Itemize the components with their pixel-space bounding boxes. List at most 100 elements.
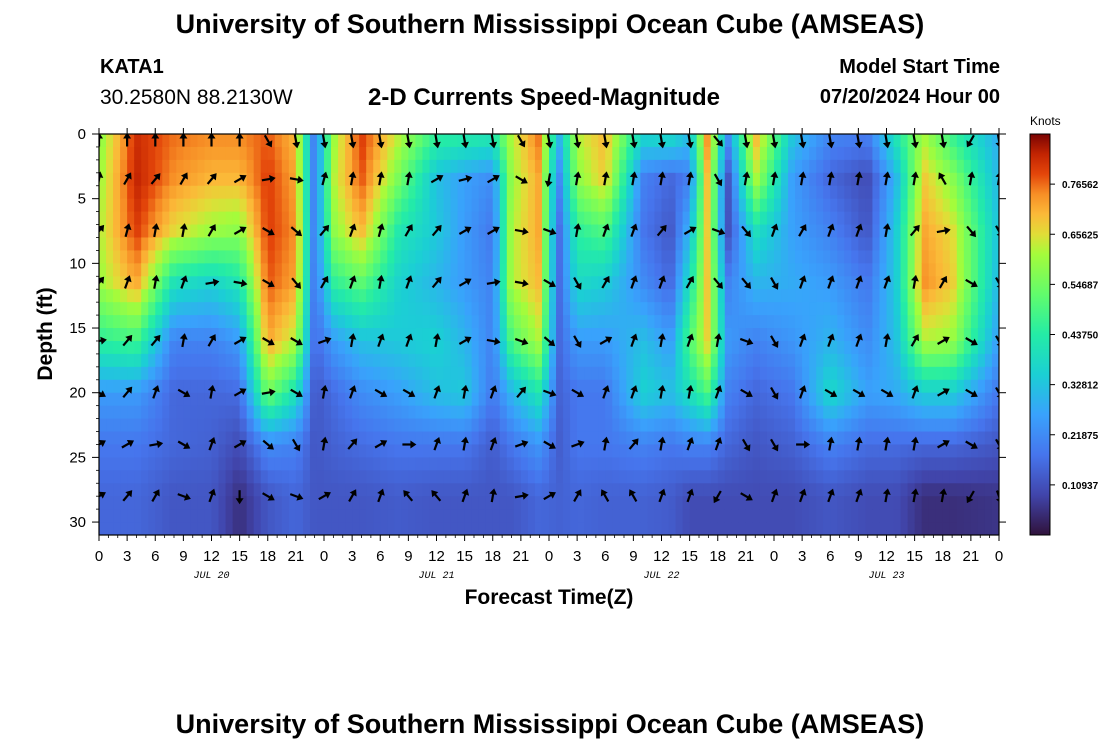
heatmap-cell <box>534 250 543 264</box>
heatmap-cell <box>837 172 845 187</box>
heatmap-cell <box>935 185 944 200</box>
heatmap-cell <box>211 289 220 303</box>
heatmap-cell <box>781 250 789 264</box>
heatmap-cell <box>120 470 128 484</box>
heatmap-cell <box>309 470 318 484</box>
heatmap-cell <box>211 134 220 148</box>
heatmap-cell <box>689 366 698 381</box>
heatmap-cell <box>626 418 634 433</box>
heatmap-cell <box>338 224 346 239</box>
heatmap-cell <box>977 172 986 187</box>
heatmap-cell <box>253 470 262 484</box>
x-tick-label: 0 <box>95 548 103 565</box>
heatmap-cell <box>387 172 395 187</box>
heatmap-cell <box>689 328 698 342</box>
heatmap-cell <box>485 496 494 510</box>
y-axis-label: Depth (ft) <box>34 287 57 380</box>
heatmap-cell <box>534 496 543 510</box>
heatmap-cell <box>499 302 508 316</box>
heatmap-cell <box>900 185 909 200</box>
heatmap-cell <box>331 340 339 355</box>
heatmap-cell <box>485 159 494 174</box>
heatmap-cell <box>408 328 417 342</box>
heatmap-cell <box>260 392 269 407</box>
heatmap-cell <box>401 302 409 316</box>
heatmap-cell <box>710 250 719 264</box>
heatmap-cell <box>204 405 213 420</box>
heatmap-cell <box>422 134 431 148</box>
heatmap-cell <box>232 328 241 342</box>
heatmap-cell <box>120 198 128 213</box>
heatmap-cell <box>584 172 592 187</box>
heatmap-cell <box>162 496 170 510</box>
current-vector-arrow <box>208 488 216 503</box>
heatmap-cell <box>900 470 909 484</box>
heatmap-cell <box>689 483 698 497</box>
heatmap-cell <box>373 328 381 342</box>
heatmap-cell <box>127 431 135 446</box>
heatmap-cell <box>809 250 817 264</box>
colorbar-tick-label: 0.54687 <box>1062 280 1099 291</box>
heatmap-cell <box>703 340 712 355</box>
heatmap-cell <box>527 276 536 290</box>
heatmap-cell <box>359 366 367 381</box>
heatmap-cell <box>253 146 262 161</box>
heatmap-cell <box>654 224 663 239</box>
heatmap-cell <box>141 159 149 174</box>
heatmap-cell <box>499 198 508 213</box>
current-vector-arrow <box>348 171 357 186</box>
heatmap-cell <box>408 263 417 277</box>
heatmap-cell <box>893 315 902 329</box>
heatmap-cell <box>127 250 135 264</box>
heatmap-cell <box>717 405 726 420</box>
heatmap-cell <box>619 302 627 316</box>
heatmap-cell <box>949 328 958 342</box>
heatmap-cell <box>724 483 733 497</box>
heatmap-cell <box>640 496 649 510</box>
heatmap-cell <box>563 418 571 433</box>
heatmap-cell <box>977 146 986 161</box>
heatmap-cell <box>872 134 881 148</box>
heatmap-cell <box>879 431 888 446</box>
heatmap-cell <box>211 146 220 161</box>
heatmap-cell <box>429 134 438 148</box>
heatmap-cell <box>324 302 332 316</box>
heatmap-cell <box>661 509 670 523</box>
heatmap-cell <box>183 250 192 264</box>
heatmap-cell <box>464 328 473 342</box>
heatmap-cell <box>295 211 304 226</box>
heatmap-cell <box>478 315 487 329</box>
heatmap-cell <box>781 146 789 161</box>
heatmap-cell <box>148 392 156 407</box>
heatmap-cell <box>471 211 480 226</box>
heatmap-cell <box>584 444 592 458</box>
heatmap-cell <box>288 289 297 303</box>
heatmap-cell <box>331 366 339 381</box>
heatmap-cell <box>366 405 374 420</box>
heatmap-cell <box>844 302 852 316</box>
heatmap-cell <box>570 211 578 226</box>
heatmap-cell <box>309 509 318 523</box>
heatmap-cell <box>682 418 691 433</box>
current-vector-arrow <box>122 334 133 347</box>
heatmap-cell <box>366 431 374 446</box>
heatmap-cell <box>295 198 304 213</box>
heatmap-cell <box>949 315 958 329</box>
current-vector-arrow <box>461 134 469 149</box>
heatmap-cell <box>352 250 360 264</box>
heatmap-cell <box>176 172 184 187</box>
heatmap-cell <box>851 522 859 535</box>
heatmap-cell <box>858 509 867 523</box>
heatmap-cell <box>738 263 747 277</box>
current-vector-arrow <box>826 436 835 451</box>
heatmap-cell <box>661 159 670 174</box>
heatmap-cell <box>570 405 578 420</box>
heatmap-cell <box>148 146 156 161</box>
heatmap-cell <box>295 483 304 497</box>
heatmap-cell <box>703 289 712 303</box>
heatmap-cell <box>907 328 916 342</box>
heatmap-cell <box>942 418 951 433</box>
heatmap-cell <box>155 224 163 239</box>
heatmap-cell <box>253 509 262 523</box>
heatmap-cell <box>584 470 592 484</box>
